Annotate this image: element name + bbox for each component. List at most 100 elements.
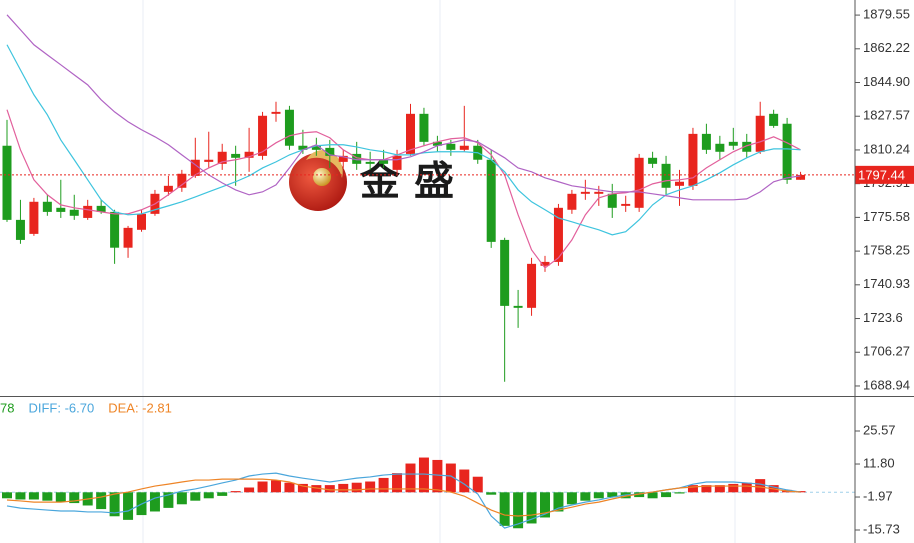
y-tick-label: 1827.57 — [863, 108, 910, 123]
candle-body — [594, 191, 604, 194]
macd-bar — [163, 492, 174, 508]
y-tick-label: 1810.24 — [863, 141, 910, 156]
y-tick-label: -1.97 — [863, 488, 893, 503]
macd-bar — [203, 492, 214, 499]
macd-bar — [499, 492, 510, 526]
macd-bar — [149, 492, 160, 512]
candle-body — [123, 227, 133, 248]
candle-body — [796, 174, 806, 180]
macd-bar — [580, 492, 591, 501]
macd-bar — [109, 492, 120, 517]
candle-body — [338, 155, 348, 162]
candle-body — [137, 213, 146, 230]
macd-bar — [217, 492, 228, 496]
macd-bar — [741, 482, 752, 493]
y-tick-label: -15.73 — [863, 521, 900, 536]
macd-bar — [687, 485, 698, 493]
candle-body — [661, 163, 671, 188]
candle-body — [298, 145, 308, 150]
macd-bar — [472, 476, 483, 493]
macd-bar — [297, 483, 308, 493]
macd-bar — [311, 485, 322, 493]
candle-body — [29, 201, 39, 234]
macd-bar — [418, 457, 429, 493]
candle-body — [432, 141, 442, 146]
candle-body — [553, 207, 563, 262]
macd-bar — [378, 477, 389, 493]
macd-bar — [351, 482, 362, 493]
logo-ball — [313, 168, 331, 186]
candle-body — [96, 205, 106, 212]
macd-bar — [190, 492, 201, 501]
time-grid — [142, 0, 736, 543]
indicator-line — [6, 44, 801, 236]
candle-body — [419, 113, 429, 142]
macd-bar — [647, 492, 658, 499]
candle-body — [352, 153, 362, 164]
macd-bar — [2, 492, 12, 499]
indicator-line — [6, 478, 801, 517]
macd-bar — [96, 492, 107, 510]
macd-bar — [271, 480, 281, 493]
candle-body — [500, 239, 510, 306]
candle-body — [110, 211, 120, 248]
macd-bar — [69, 492, 80, 504]
macd-bar — [445, 463, 456, 493]
macd-bar — [674, 492, 685, 494]
macd-bar — [526, 492, 537, 524]
macd-bar — [15, 492, 26, 500]
y-tick-label: 1706.27 — [863, 344, 910, 359]
candle-body — [2, 145, 12, 220]
macd-bar — [28, 492, 39, 500]
candle-body — [325, 147, 335, 156]
macd-bar — [755, 479, 766, 493]
logo-arc — [306, 150, 343, 178]
candle-body — [15, 219, 25, 240]
macd-bar — [230, 491, 241, 493]
macd-bar — [540, 492, 550, 518]
candle-body — [567, 193, 577, 210]
macd-bar — [566, 492, 577, 505]
indicator-line — [6, 14, 801, 201]
y-tick-label: 1775.58 — [863, 209, 910, 224]
candle-body — [715, 143, 725, 152]
candle-body — [231, 153, 241, 158]
plot: 1879.551862.221844.901827.571810.241792.… — [0, 7, 914, 536]
macd-bar — [338, 483, 349, 493]
candle-body — [701, 133, 711, 150]
y-tick-label: 1862.22 — [863, 40, 910, 55]
candle-body — [675, 181, 684, 186]
candle-body — [163, 185, 173, 192]
candle-body — [56, 207, 66, 212]
macd-bar — [432, 459, 443, 493]
macd-bar — [123, 492, 134, 520]
candle-body — [580, 191, 590, 194]
macd-bar — [392, 473, 403, 493]
macd-bar — [55, 492, 66, 502]
candle-body — [621, 203, 631, 206]
candle-body — [742, 141, 752, 152]
candle-body — [688, 133, 698, 186]
candle-body — [190, 159, 200, 176]
candle-body — [406, 113, 415, 154]
y-tick-label: 1723.6 — [863, 310, 903, 325]
candle-body — [217, 151, 227, 164]
macd-bar — [257, 481, 268, 493]
last-price-box — [855, 165, 914, 184]
watermark-text: 金盛 — [359, 159, 468, 204]
macd-bar — [634, 492, 645, 498]
candle-body — [69, 209, 79, 216]
macd-bar — [405, 463, 416, 493]
candle-body — [446, 143, 456, 150]
candle-body — [648, 157, 658, 164]
candle-body — [258, 115, 268, 156]
candle-body — [607, 193, 617, 208]
candle-body — [540, 261, 550, 266]
y-tick-label: 25.57 — [863, 422, 896, 437]
candle-body — [782, 123, 792, 180]
y-tick-label: 1740.93 — [863, 276, 910, 291]
y-tick-label: 11.80 — [863, 455, 895, 470]
macd-bar — [365, 481, 376, 493]
candle-body — [527, 263, 537, 308]
